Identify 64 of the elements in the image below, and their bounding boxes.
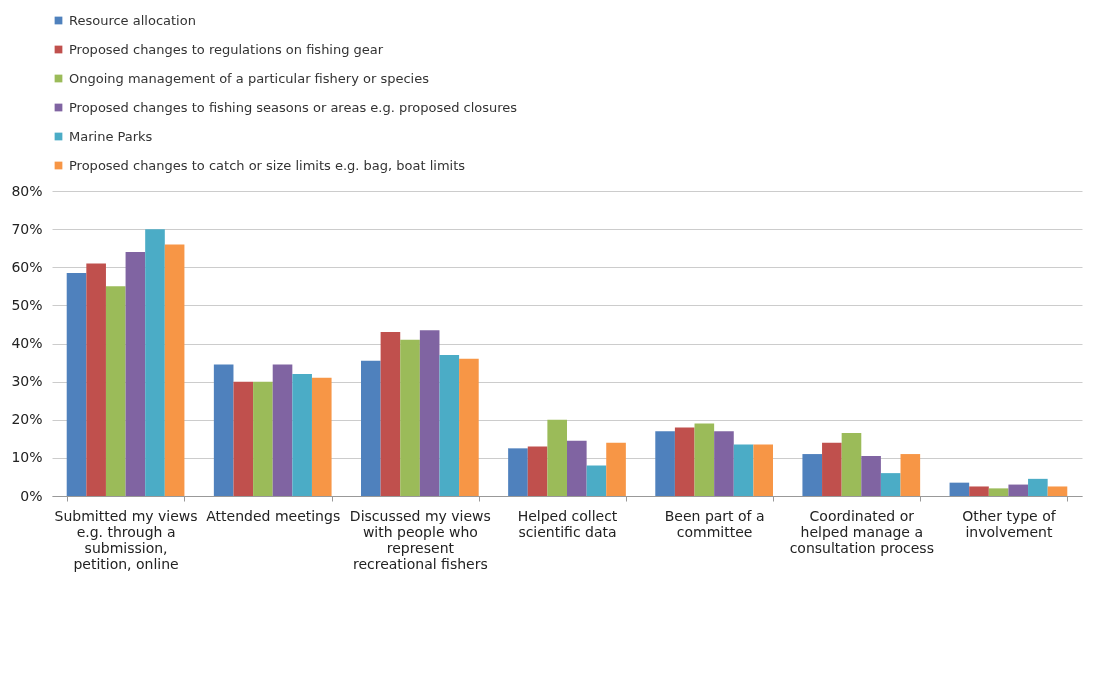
bar xyxy=(508,448,528,496)
legend-label: Resource allocation xyxy=(69,12,196,28)
y-tick-label: 60% xyxy=(11,258,43,275)
bar xyxy=(400,339,420,496)
bar xyxy=(567,440,587,496)
bar xyxy=(674,427,695,496)
bar xyxy=(272,364,293,496)
bar xyxy=(292,374,312,496)
bar xyxy=(802,454,823,496)
x-tick-label: Other type of involvement xyxy=(962,507,1057,540)
bar xyxy=(714,431,734,496)
y-tick-label: 30% xyxy=(11,373,43,390)
bar xyxy=(969,486,989,496)
bar xyxy=(105,286,126,496)
bar xyxy=(380,332,401,496)
bar xyxy=(822,442,842,496)
x-tick-label: Coordinated or helped manage a consultation process xyxy=(789,507,934,556)
bar xyxy=(253,381,273,496)
legend-label: Marine Parks xyxy=(69,128,153,144)
bar xyxy=(125,252,146,496)
x-tick-label: Been part of a committee xyxy=(664,507,765,540)
y-tick-label: 40% xyxy=(11,335,43,351)
y-tick-label: 20% xyxy=(11,411,43,428)
y-tick-label: 50% xyxy=(11,296,43,313)
x-tick-label: Discussed my views with people who represent recreational fishers xyxy=(349,507,491,572)
bar xyxy=(733,444,754,496)
legend-label: Proposed changes to regulations on fishing gear xyxy=(69,41,384,57)
bar xyxy=(841,433,862,496)
bar xyxy=(439,354,460,496)
bar xyxy=(753,444,773,496)
bar xyxy=(145,229,165,496)
bar xyxy=(880,473,901,496)
bar xyxy=(527,446,548,496)
bar xyxy=(233,381,254,496)
bar xyxy=(586,465,607,496)
bar xyxy=(1008,484,1029,496)
y-tick-label: 80% xyxy=(11,182,43,199)
bar xyxy=(1028,478,1048,496)
bar xyxy=(547,419,567,496)
bar xyxy=(86,263,106,496)
y-tick-label: 70% xyxy=(11,220,43,237)
bar xyxy=(861,455,881,496)
bar xyxy=(213,364,234,496)
bar xyxy=(66,272,87,496)
bar xyxy=(311,377,332,496)
y-tick-label: 0% xyxy=(20,487,43,504)
bar xyxy=(606,442,626,496)
bar xyxy=(655,431,675,496)
bar xyxy=(988,488,1009,496)
bar xyxy=(694,423,715,496)
legend-label: Proposed changes to fishing seasons or areas e.g. proposed closures xyxy=(69,99,518,115)
bar xyxy=(459,358,479,496)
y-tick-label: 10% xyxy=(11,449,43,466)
legend-label: Proposed changes to catch or size limits e.g. bag, boat limits xyxy=(69,157,466,173)
x-tick-label: Attended meetings xyxy=(206,507,341,524)
bar xyxy=(949,482,970,496)
bar xyxy=(1047,486,1068,496)
bar xyxy=(361,360,381,496)
bar xyxy=(419,330,440,496)
bar xyxy=(900,454,921,496)
x-tick-label: Helped collect scientific data xyxy=(517,507,618,540)
x-tick-label: Submitted my views e.g. through a submission, petition, online xyxy=(54,507,198,572)
bar xyxy=(164,244,185,496)
legend-label: Ongoing management of a particular fishery or species xyxy=(69,70,430,86)
